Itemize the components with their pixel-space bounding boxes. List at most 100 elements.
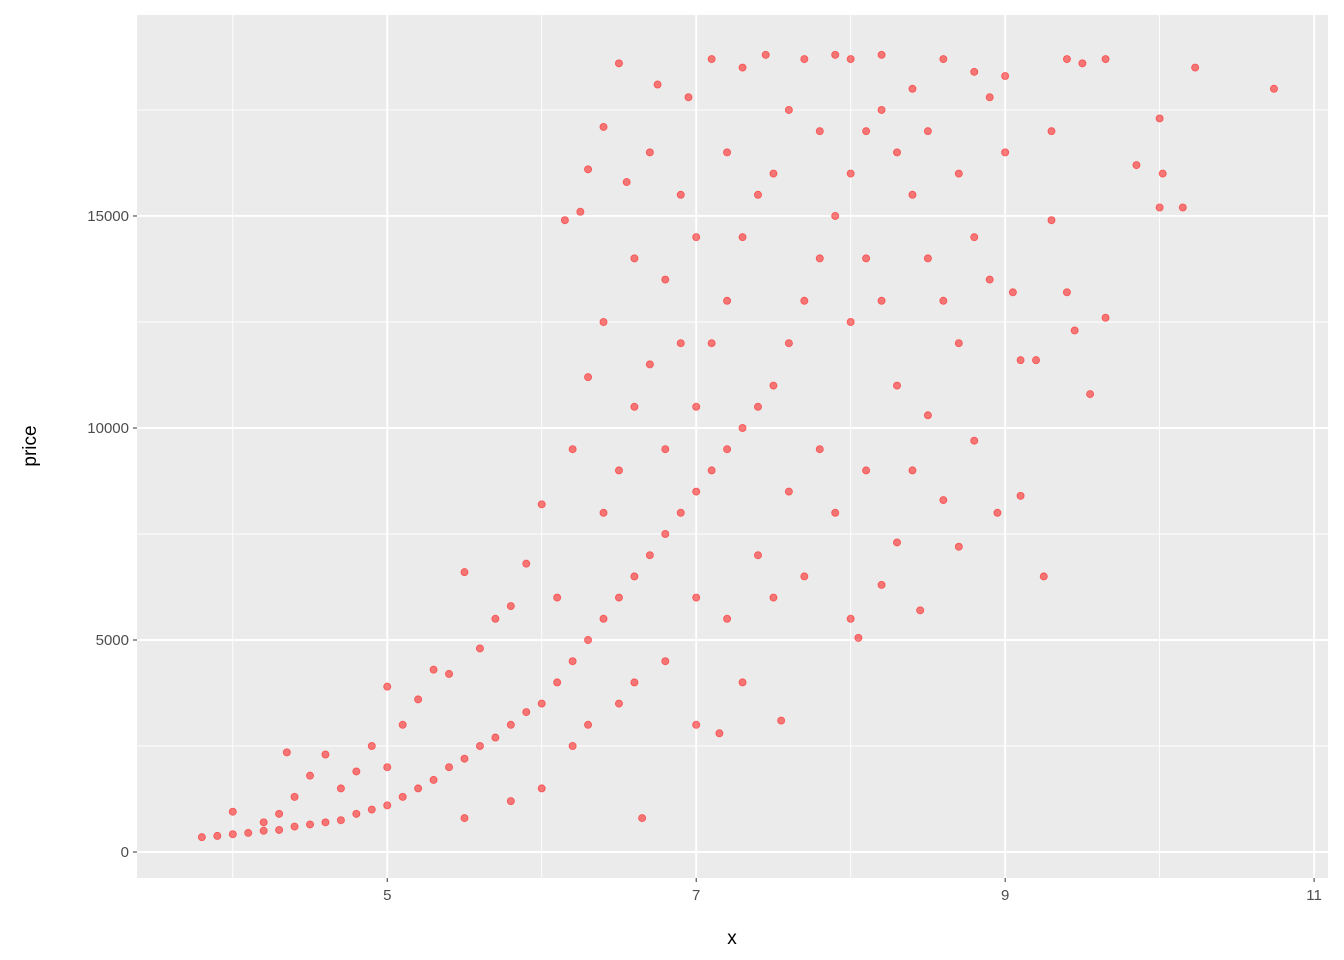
data-point (429, 665, 438, 674)
data-point (738, 63, 747, 72)
data-point (676, 190, 685, 199)
data-point (414, 695, 423, 704)
data-point (1039, 572, 1048, 581)
data-point (831, 508, 840, 517)
data-point (954, 339, 963, 348)
x-tick-label: 5 (383, 887, 391, 904)
data-point (576, 207, 585, 216)
data-point (661, 657, 670, 666)
data-point (275, 809, 284, 818)
data-point (321, 750, 330, 759)
data-point (398, 720, 407, 729)
y-axis-title: price (20, 425, 41, 466)
data-point (1062, 288, 1071, 297)
data-point (753, 551, 762, 560)
data-point (1132, 161, 1141, 170)
data-point (661, 275, 670, 284)
data-point (877, 296, 886, 305)
data-point (336, 784, 345, 793)
data-point (630, 402, 639, 411)
data-point (1016, 356, 1025, 365)
data-point (584, 165, 593, 174)
data-point (429, 775, 438, 784)
data-point (908, 84, 917, 93)
data-point (970, 233, 979, 242)
data-point (676, 339, 685, 348)
data-point (1047, 216, 1056, 225)
data-point (815, 254, 824, 263)
data-point (599, 614, 608, 623)
data-point (599, 122, 608, 131)
data-point (877, 50, 886, 59)
data-point (970, 67, 979, 76)
data-point (645, 360, 654, 369)
gridlines (137, 15, 1328, 878)
data-point (784, 105, 793, 114)
data-point (383, 682, 392, 691)
data-point (970, 436, 979, 445)
data-point (707, 55, 716, 64)
data-point (769, 381, 778, 390)
data-point (800, 296, 809, 305)
data-point (676, 508, 685, 517)
data-point (777, 716, 786, 725)
data-point (784, 339, 793, 348)
data-point (475, 644, 484, 653)
data-point (290, 792, 299, 801)
x-axis-title: x (727, 928, 737, 949)
data-point (584, 373, 593, 382)
data-point (738, 423, 747, 432)
data-point (282, 748, 291, 757)
data-point (197, 833, 206, 842)
data-point (321, 818, 330, 827)
data-point (1078, 59, 1087, 68)
data-point (445, 669, 454, 678)
data-point (213, 831, 222, 840)
data-point (228, 830, 237, 839)
data-point (506, 720, 515, 729)
data-point (614, 59, 623, 68)
data-point (862, 466, 871, 475)
data-point (815, 127, 824, 136)
data-point (630, 678, 639, 687)
data-point (1155, 203, 1164, 212)
data-point (1178, 203, 1187, 212)
data-point (993, 508, 1002, 517)
data-point (954, 169, 963, 178)
data-point (383, 763, 392, 772)
data-point (475, 742, 484, 751)
data-point (560, 216, 569, 225)
data-point (568, 742, 577, 751)
data-point (522, 708, 531, 717)
data-point (916, 606, 925, 615)
data-point (414, 784, 423, 793)
data-point (846, 169, 855, 178)
data-point (614, 593, 623, 602)
data-point (506, 797, 515, 806)
data-point (622, 178, 631, 187)
data-point (1070, 326, 1079, 335)
data-point (506, 602, 515, 611)
data-point (715, 729, 724, 738)
data-point (653, 80, 662, 89)
data-point (738, 678, 747, 687)
data-point (854, 633, 863, 642)
data-point (228, 807, 237, 816)
data-point (1001, 148, 1010, 157)
y-tick-label: 15000 (87, 208, 129, 225)
x-tick-label: 11 (1306, 887, 1322, 904)
data-point (692, 487, 701, 496)
data-point (954, 542, 963, 551)
data-point (738, 233, 747, 242)
data-point (1032, 356, 1041, 365)
data-point (290, 822, 299, 831)
data-point (684, 93, 693, 102)
data-point (723, 148, 732, 157)
data-point (367, 742, 376, 751)
data-point (985, 275, 994, 284)
data-point (584, 720, 593, 729)
data-point (568, 657, 577, 666)
y-tick-label: 0 (121, 844, 129, 861)
data-point (1047, 127, 1056, 136)
